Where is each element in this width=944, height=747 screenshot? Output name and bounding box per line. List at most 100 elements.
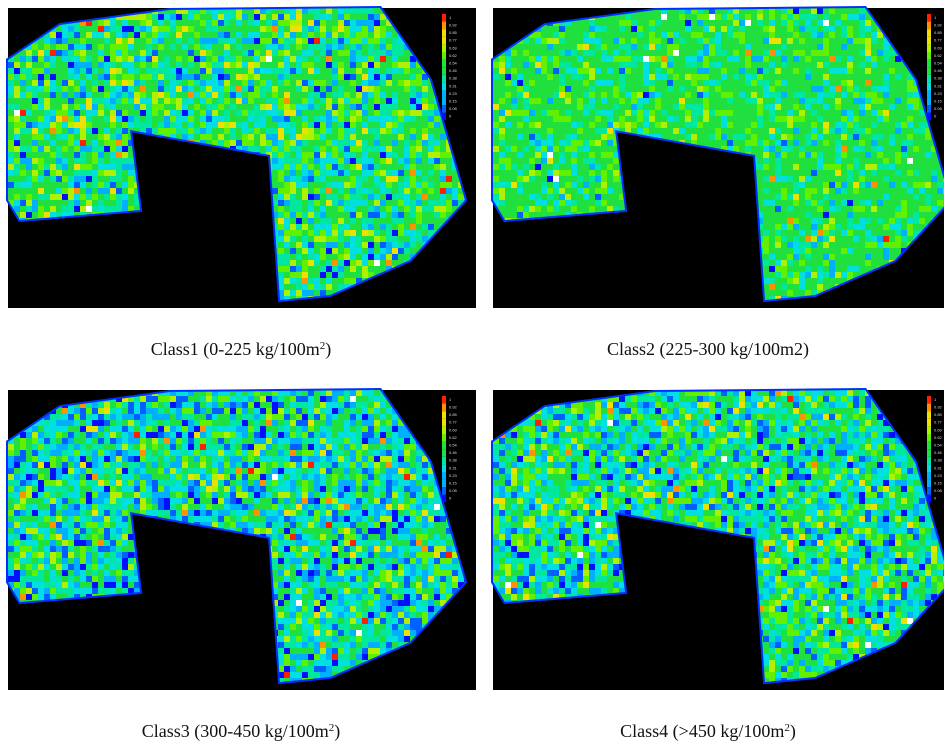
colorbar-cell [442,52,446,60]
colorbar-cell [927,419,931,427]
colorbar-cell [927,60,931,68]
colorbar-label: 0.31 [449,83,458,88]
colorbar-label: 0.77 [934,38,943,43]
colorbar-label: 0.23 [449,473,458,478]
colorbar-label: 0.15 [449,480,458,485]
figure: 10.920.850.770.690.620.540.460.380.310.2… [0,0,944,747]
caption: Class2 (225-300 kg/100m2) [607,339,809,360]
colorbar-label: 0.69 [449,427,458,432]
colorbar-cell [927,75,931,83]
colorbar-cell [442,426,446,434]
colorbar-cell [927,37,931,45]
map-panel: 10.920.850.770.690.620.540.460.380.310.2… [493,390,944,690]
colorbar-cell [927,29,931,37]
colorbar-cell [442,90,446,98]
colorbar-cell [442,419,446,427]
colorbar-cell [442,495,446,503]
colorbar-cell [927,495,931,503]
colorbar-cell [442,411,446,419]
colorbar-cell [927,67,931,75]
colorbar-label: 0.69 [934,427,943,432]
colorbar-cell [442,404,446,412]
colorbar-cell [442,472,446,480]
colorbar-label: 0.54 [449,442,458,447]
colorbar-cell [442,82,446,90]
colorbar-label: 0.77 [449,38,458,43]
colorbar-label: 0.69 [449,45,458,50]
colorbar-cell [442,457,446,465]
map-panel: 10.920.850.770.690.620.540.460.380.310.2… [8,390,476,690]
colorbar-label: 0.15 [934,480,943,485]
caption-text: ) [334,721,340,742]
colorbar-cell [442,22,446,30]
colorbar-cell [927,411,931,419]
caption-text: Class2 (225-300 kg/100m2) [607,339,809,360]
colorbar-cell [927,82,931,90]
colorbar-label: 0.77 [934,420,943,425]
colorbar-cell [442,442,446,450]
colorbar-cell [442,487,446,495]
colorbar-label: 0.31 [449,465,458,470]
colorbar-label: 0.85 [934,30,943,35]
colorbar-cell [927,480,931,488]
colorbar-label: 0.92 [934,404,943,409]
caption: Class4 (>450 kg/100m2) [620,721,796,742]
colorbar-label: 0.85 [449,412,458,417]
colorbar-label: 0.23 [934,91,943,96]
colorbar-label: 0.15 [449,98,458,103]
colorbar-label: 0.54 [934,442,943,447]
caption-text: Class1 (0-225 kg/100m [151,339,320,360]
colorbar-cell [927,113,931,121]
colorbar-cell [927,52,931,60]
colorbar-cell [442,37,446,45]
caption-text: Class4 (>450 kg/100m [620,721,784,742]
colorbar-cell [927,434,931,442]
colorbar-label: 0.38 [934,458,943,463]
colorbar-cell [927,404,931,412]
colorbar-label: 0.38 [449,76,458,81]
colorbar-label: 0.62 [449,435,458,440]
caption-text: Class3 (300-450 kg/100m [142,721,329,742]
colorbar-label: 0.92 [934,22,943,27]
colorbar-label: 0.46 [449,68,458,73]
colorbar-label: 0.38 [934,76,943,81]
colorbar-cell [927,14,931,22]
colorbar-label: 0.85 [934,412,943,417]
colorbar-label: 0.92 [449,22,458,27]
colorbar-cell [442,29,446,37]
colorbar-label: 0.54 [449,60,458,65]
colorbar-label: 0.62 [934,435,943,440]
colorbar-cell [442,480,446,488]
colorbar-cell [927,22,931,30]
colorbar-label: 0.08 [934,488,943,493]
colorbar-cell [927,442,931,450]
colorbar-label: 0.23 [934,473,943,478]
colorbar-label: 0.08 [449,488,458,493]
colorbar-label: 0.46 [934,450,943,455]
colorbar-label: 0.38 [449,458,458,463]
caption-text: ) [790,721,796,742]
colorbar-cell [442,44,446,52]
colorbar-label: 0.23 [449,91,458,96]
colorbar-cell [927,487,931,495]
colorbar-cell [442,105,446,113]
colorbar-cell [927,396,931,404]
colorbar-label: 0.15 [934,98,943,103]
colorbar-cell [927,449,931,457]
colorbar-cell [442,434,446,442]
colorbar-cell [442,75,446,83]
colorbar-label: 0.62 [449,53,458,58]
colorbar-cell [442,449,446,457]
caption-text: ) [325,339,331,360]
colorbar-cell [442,60,446,68]
colorbar-cell [927,457,931,465]
colorbar-cell [442,464,446,472]
caption: Class3 (300-450 kg/100m2) [142,721,341,742]
colorbar-label: 0.92 [449,404,458,409]
colorbar-cell [927,464,931,472]
colorbar-label: 0.46 [449,450,458,455]
colorbar-cell [927,472,931,480]
colorbar-cell [927,44,931,52]
colorbar-cell [442,396,446,404]
colorbar-label: 0.31 [934,83,943,88]
